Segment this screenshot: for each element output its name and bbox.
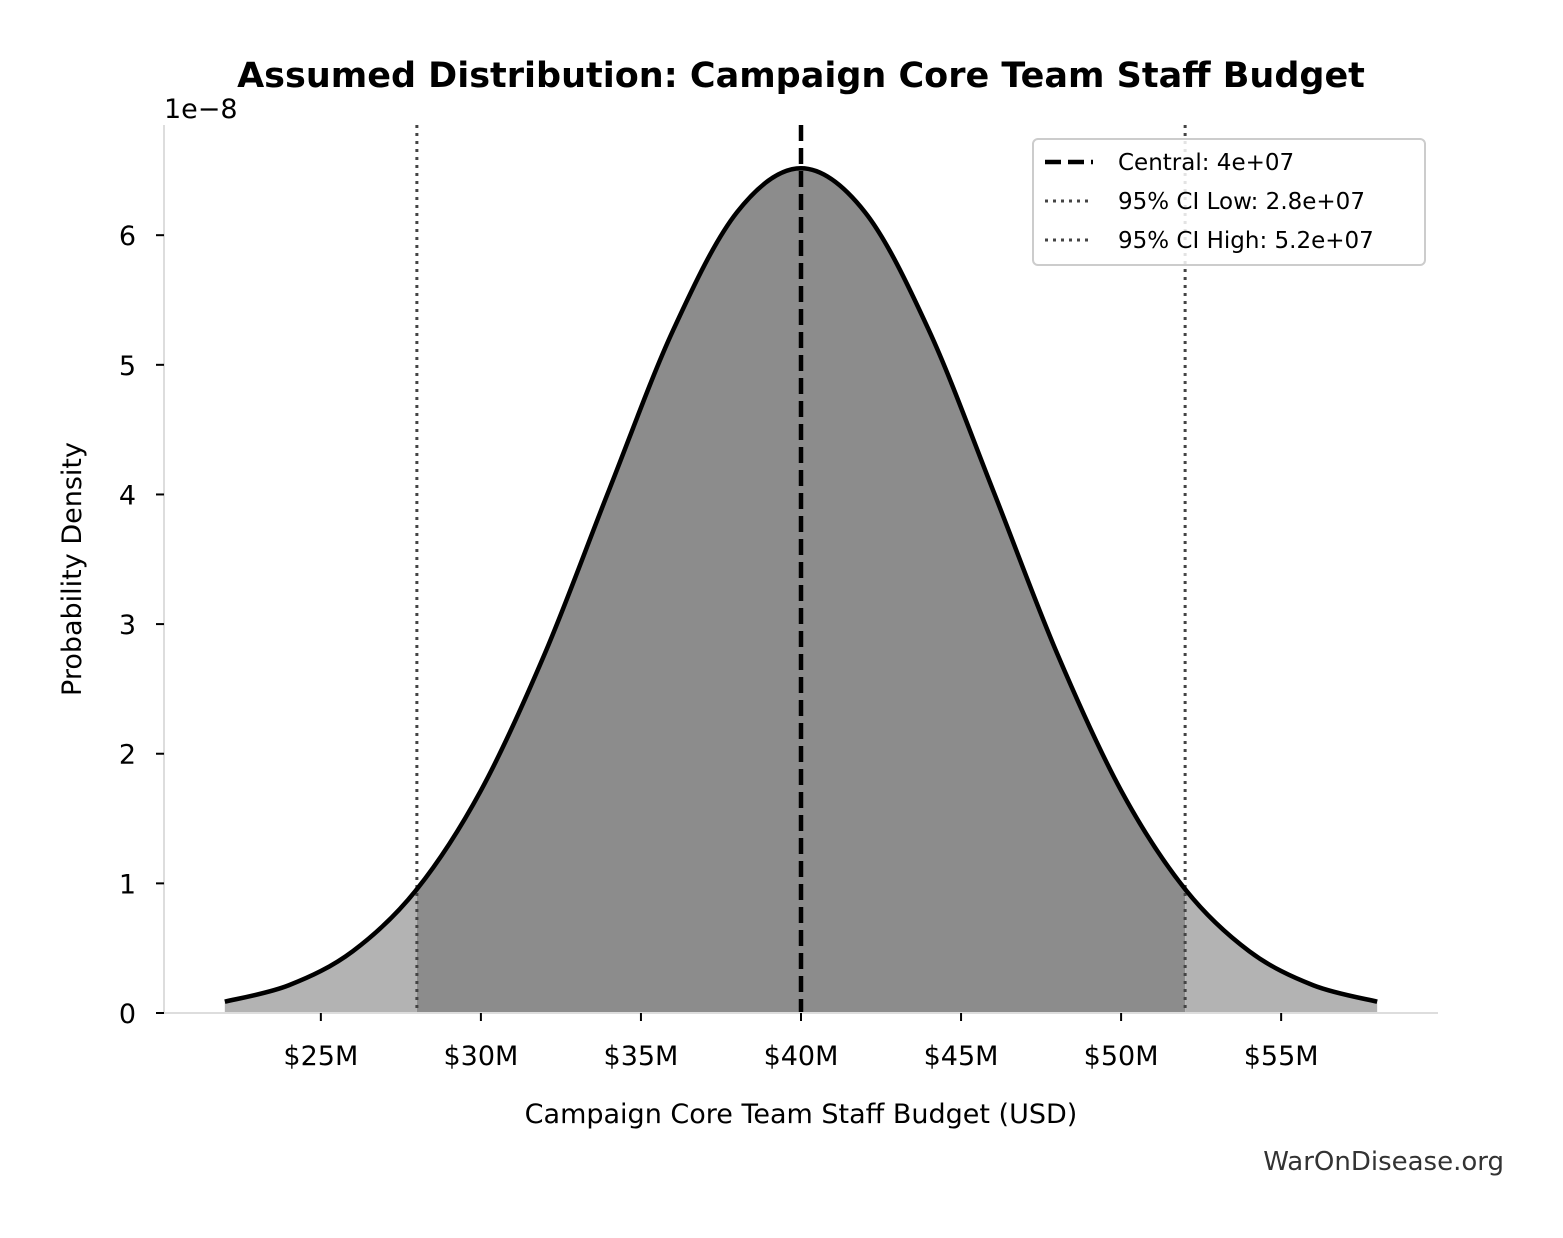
y-tick-label: 6 bbox=[119, 221, 136, 252]
y-tick-label: 1 bbox=[119, 869, 136, 900]
y-offset-label: 1e−8 bbox=[164, 94, 238, 125]
legend-label: Central: 4e+07 bbox=[1118, 150, 1294, 176]
x-axis-label: Campaign Core Team Staff Budget (USD) bbox=[525, 1099, 1078, 1130]
legend: Central: 4e+07 95% CI Low: 2.8e+07 95% CI … bbox=[1032, 138, 1426, 266]
x-tick-label: $35M bbox=[604, 1041, 679, 1072]
x-tick-label: $25M bbox=[283, 1041, 358, 1072]
x-tick-label: $55M bbox=[1244, 1041, 1319, 1072]
left-tail-fill bbox=[224, 889, 417, 1013]
legend-box bbox=[1032, 138, 1426, 266]
y-axis-label: Probability Density bbox=[57, 442, 88, 696]
density-curve bbox=[224, 166, 1378, 1004]
right-tail-fill bbox=[1185, 889, 1378, 1013]
x-tick-label: $45M bbox=[924, 1041, 999, 1072]
legend-label: 95% CI Low: 2.8e+07 bbox=[1118, 189, 1365, 215]
x-tick-label: $30M bbox=[443, 1041, 518, 1072]
y-tick-label: 3 bbox=[119, 610, 136, 641]
x-tick-label: $40M bbox=[764, 1041, 839, 1072]
y-tick-label: 5 bbox=[119, 351, 136, 382]
y-tick-label: 4 bbox=[119, 480, 136, 511]
x-tick-label: $50M bbox=[1084, 1041, 1159, 1072]
x-ticks: $25M $30M $35M $40M $45M $50M $55M bbox=[283, 1013, 1319, 1072]
y-ticks: 0 1 2 3 4 5 6 bbox=[119, 221, 164, 1030]
reference-lines bbox=[415, 125, 1187, 1013]
legend-label: 95% CI High: 5.2e+07 bbox=[1118, 228, 1374, 254]
chart-title: Assumed Distribution: Campaign Core Team… bbox=[237, 56, 1365, 96]
y-tick-label: 2 bbox=[119, 740, 136, 771]
y-tick-label: 0 bbox=[119, 999, 136, 1030]
watermark: WarOnDisease.org bbox=[1263, 1147, 1504, 1177]
